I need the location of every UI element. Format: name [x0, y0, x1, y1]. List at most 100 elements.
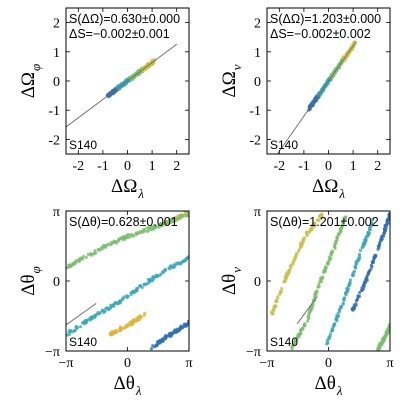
- data-point: [118, 299, 122, 303]
- x-tick-label: 0: [325, 356, 332, 371]
- data-point: [363, 281, 367, 285]
- data-point: [344, 291, 348, 295]
- data-point: [378, 346, 382, 350]
- data-point: [334, 316, 338, 321]
- data-point: [366, 272, 370, 276]
- data-point: [131, 290, 135, 294]
- data-point: [385, 221, 390, 225]
- panel-bottom-right: −π 0 π π 0 −π S(Δθ)=1.201±0.002 S140 Δθλ Δθν: [219, 205, 394, 398]
- data-point: [351, 274, 355, 278]
- data-point: [364, 277, 368, 281]
- data-point: [323, 269, 327, 273]
- data-point: [137, 231, 141, 235]
- x-axis-label: ΔΩλ: [312, 176, 345, 201]
- x-tick-label: 1: [350, 159, 357, 174]
- data-point: [360, 288, 364, 292]
- data-point: [129, 323, 133, 327]
- data-point: [307, 316, 311, 320]
- data-point: [183, 258, 188, 263]
- data-point: [132, 320, 136, 325]
- data-point: [335, 236, 339, 240]
- data-point: [357, 258, 361, 262]
- data-point: [103, 244, 107, 248]
- data-point: [98, 310, 102, 315]
- data-point: [96, 311, 100, 315]
- data-point: [109, 332, 113, 336]
- fit-line: [66, 303, 97, 326]
- data-point: [319, 280, 323, 284]
- x-tick-label: 0: [124, 356, 131, 371]
- data-point: [78, 325, 83, 329]
- data-point: [327, 260, 331, 264]
- data-point: [109, 241, 113, 245]
- data-point: [376, 247, 380, 251]
- data-point: [295, 252, 299, 256]
- data-point: [287, 269, 291, 273]
- x-tick-label: −π: [59, 356, 74, 371]
- data-point: [161, 270, 166, 274]
- data-point: [327, 335, 331, 339]
- data-point: [73, 329, 77, 333]
- data-point: [164, 220, 168, 224]
- data-point: [178, 262, 182, 266]
- data-point: [157, 273, 162, 277]
- data-point: [369, 263, 373, 267]
- plot-area: [66, 211, 189, 351]
- data-point: [186, 321, 189, 325]
- data-point: [172, 219, 176, 224]
- data-point: [142, 313, 146, 317]
- data-point: [311, 223, 316, 227]
- y-axis-label: ΔΩφ: [18, 64, 43, 99]
- x-tick-label: 1: [149, 159, 156, 174]
- data-point: [173, 330, 177, 334]
- sample-tag: S140: [69, 138, 97, 152]
- annotation: ΔS=−0.002±0.001: [69, 27, 170, 41]
- data-point: [370, 260, 374, 265]
- panel-top-left: -2 -1 0 1 2 2 1 0 -1 -2 S(ΔΩ)=0.630±0.000ΔS=−0.002…: [18, 7, 190, 201]
- data-point: [106, 242, 110, 246]
- data-point: [115, 302, 120, 306]
- x-tick-label: 2: [374, 159, 381, 174]
- data-point: [330, 250, 334, 254]
- data-point: [317, 285, 321, 289]
- y-tick-label: π: [53, 205, 60, 220]
- data-point: [279, 290, 283, 294]
- y-tick-label: 0: [254, 275, 261, 290]
- data-point: [358, 290, 362, 295]
- x-tick-label: -2: [72, 159, 84, 174]
- data-point: [329, 256, 333, 261]
- panel-frame: [65, 210, 190, 352]
- data-point: [380, 338, 384, 342]
- plot-area: [66, 43, 177, 128]
- data-point: [331, 327, 335, 332]
- data-point: [384, 333, 388, 337]
- data-point: [285, 273, 290, 277]
- data-point: [274, 300, 278, 304]
- data-point: [386, 218, 390, 222]
- y-tick-label: 0: [53, 275, 60, 290]
- sample-tag: S140: [270, 335, 298, 349]
- data-point: [319, 276, 323, 280]
- data-point: [84, 255, 88, 260]
- data-point: [363, 242, 367, 246]
- data-point: [310, 227, 314, 231]
- data-point: [307, 313, 311, 318]
- data-point: [385, 330, 390, 334]
- data-point: [347, 281, 352, 285]
- y-tick-label: 1: [53, 46, 60, 61]
- data-point: [332, 324, 336, 328]
- data-point: [118, 328, 122, 333]
- data-point: [370, 223, 374, 227]
- data-point: [90, 315, 94, 319]
- data-point: [147, 281, 151, 285]
- data-point: [145, 229, 149, 233]
- data-point: [172, 263, 176, 267]
- data-point: [69, 264, 73, 268]
- sample-tag: S140: [270, 138, 298, 152]
- data-point: [67, 265, 71, 269]
- data-point: [358, 248, 363, 252]
- data-point: [93, 251, 97, 255]
- y-tick-label: 0: [254, 75, 261, 90]
- data-point: [300, 241, 304, 246]
- data-point: [306, 319, 310, 323]
